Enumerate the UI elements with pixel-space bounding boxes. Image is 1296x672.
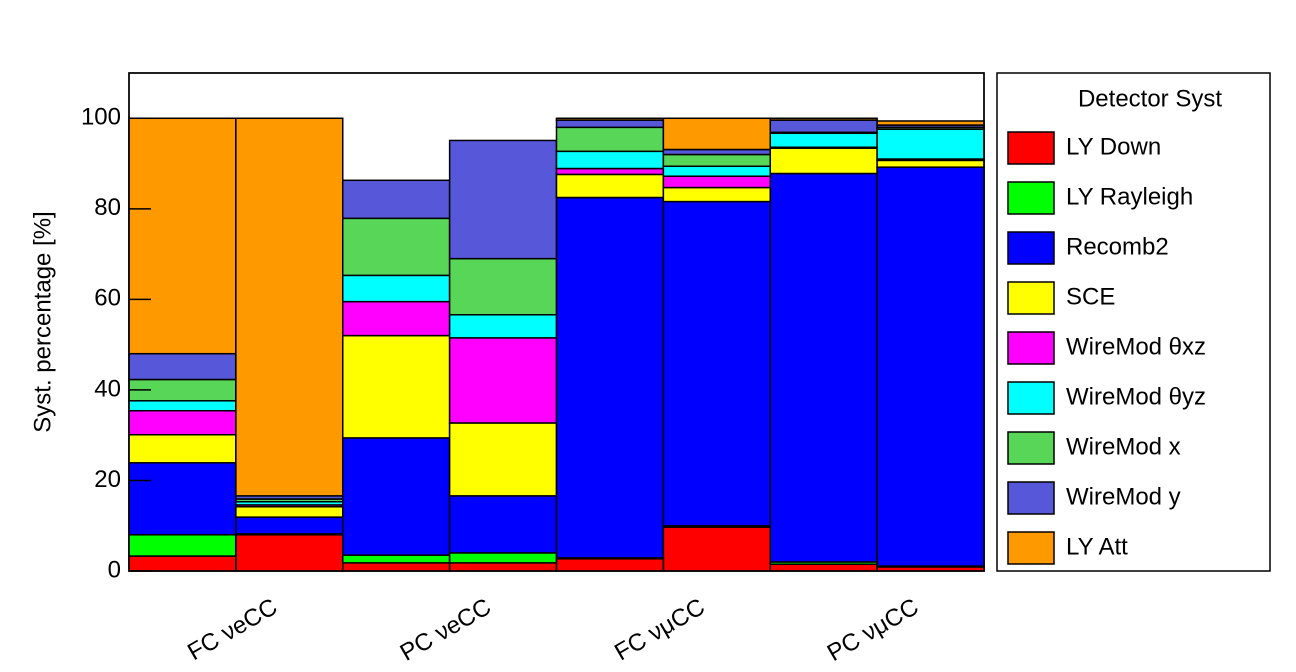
legend-label: SCE xyxy=(1066,283,1115,310)
legend-label: Recomb2 xyxy=(1066,233,1169,260)
bar-segment xyxy=(128,117,237,355)
bar-segment xyxy=(769,119,878,134)
y-tick-label: 40 xyxy=(94,375,121,402)
bar-segment xyxy=(769,147,878,175)
bar-segment xyxy=(555,150,665,170)
bar-segment xyxy=(448,257,558,316)
legend-swatch xyxy=(1007,331,1055,365)
plot-frame-top xyxy=(128,72,985,572)
bar-segment xyxy=(876,120,985,126)
bar-segment xyxy=(448,337,558,424)
y-tick-label: 100 xyxy=(81,104,121,131)
x-tick-label: FC νeCC xyxy=(183,593,282,666)
legend-swatch xyxy=(1007,481,1055,515)
bar-segment xyxy=(769,132,878,148)
y-tick-label: 60 xyxy=(94,285,121,312)
bar-segment xyxy=(235,516,344,535)
bar-segment xyxy=(128,409,237,436)
bar-segment xyxy=(662,200,771,527)
y-tick-label: 20 xyxy=(94,466,121,493)
y-axis-label: Syst. percentage [%] xyxy=(29,211,56,432)
legend-swatch xyxy=(1007,531,1055,565)
bar-segment xyxy=(342,274,451,303)
bar-segment xyxy=(555,173,665,199)
bar-segment xyxy=(876,166,985,567)
legend-label: WireMod θyz xyxy=(1066,383,1206,410)
bar-segment xyxy=(342,217,451,277)
bar-segment xyxy=(662,186,771,203)
bar-segment xyxy=(342,300,451,337)
legend-label: WireMod x xyxy=(1066,433,1181,460)
bar-segment xyxy=(769,563,878,572)
bar-segment xyxy=(235,505,344,518)
legend-swatch xyxy=(1007,381,1055,415)
x-tick-label: PC νμCC xyxy=(823,593,924,667)
bar-segment xyxy=(342,179,451,220)
legend-title: Detector Syst xyxy=(1078,85,1222,112)
bar-segment xyxy=(235,534,344,572)
bar-segment xyxy=(128,352,237,381)
bar-segment xyxy=(662,117,771,151)
legend-swatch xyxy=(1007,181,1055,215)
bar-segment xyxy=(448,562,558,572)
bar-segment xyxy=(128,555,237,572)
bar-segment xyxy=(555,196,665,559)
bar-segment xyxy=(555,126,665,153)
bar-segment xyxy=(555,119,665,129)
legend-label: WireMod θxz xyxy=(1066,333,1206,360)
bar-segment xyxy=(342,554,451,564)
bar-segment xyxy=(128,400,237,412)
x-tick-label: PC νeCC xyxy=(396,593,496,666)
bar-segment xyxy=(662,153,771,168)
bar-segment xyxy=(235,117,344,497)
bar-segment xyxy=(342,437,451,556)
bar-segment xyxy=(769,172,878,563)
legend-label: WireMod y xyxy=(1066,483,1181,510)
bar-segment xyxy=(876,128,985,160)
legend-swatch xyxy=(1007,281,1055,315)
bar-segment xyxy=(662,165,771,177)
bar-segment xyxy=(769,117,878,121)
bar-segment xyxy=(448,495,558,554)
bar-segment xyxy=(448,139,558,260)
legend-swatch xyxy=(1007,131,1055,165)
bar-segment xyxy=(876,159,985,168)
legend-swatch xyxy=(1007,231,1055,265)
bar-segment xyxy=(448,552,558,564)
bar-segment xyxy=(128,462,237,536)
y-tick-label: 0 xyxy=(108,556,121,583)
bar-segment xyxy=(448,314,558,339)
legend-label: LY Att xyxy=(1066,533,1128,560)
bar-segment xyxy=(555,167,665,176)
y-tick-label: 80 xyxy=(94,194,121,221)
x-tick-label: FC νμCC xyxy=(610,593,709,666)
bar-segment xyxy=(555,558,665,572)
bar-segment xyxy=(128,433,237,464)
legend-label: LY Down xyxy=(1066,133,1161,160)
bar-segment xyxy=(128,534,237,557)
bar-segment xyxy=(662,526,771,572)
bar-segment xyxy=(342,334,451,439)
bar-segment xyxy=(662,175,771,189)
bar-segment xyxy=(448,422,558,497)
legend-label: LY Rayleigh xyxy=(1066,183,1193,210)
bar-segment xyxy=(342,562,451,572)
legend-swatch xyxy=(1007,431,1055,465)
bar-segment xyxy=(555,117,665,121)
